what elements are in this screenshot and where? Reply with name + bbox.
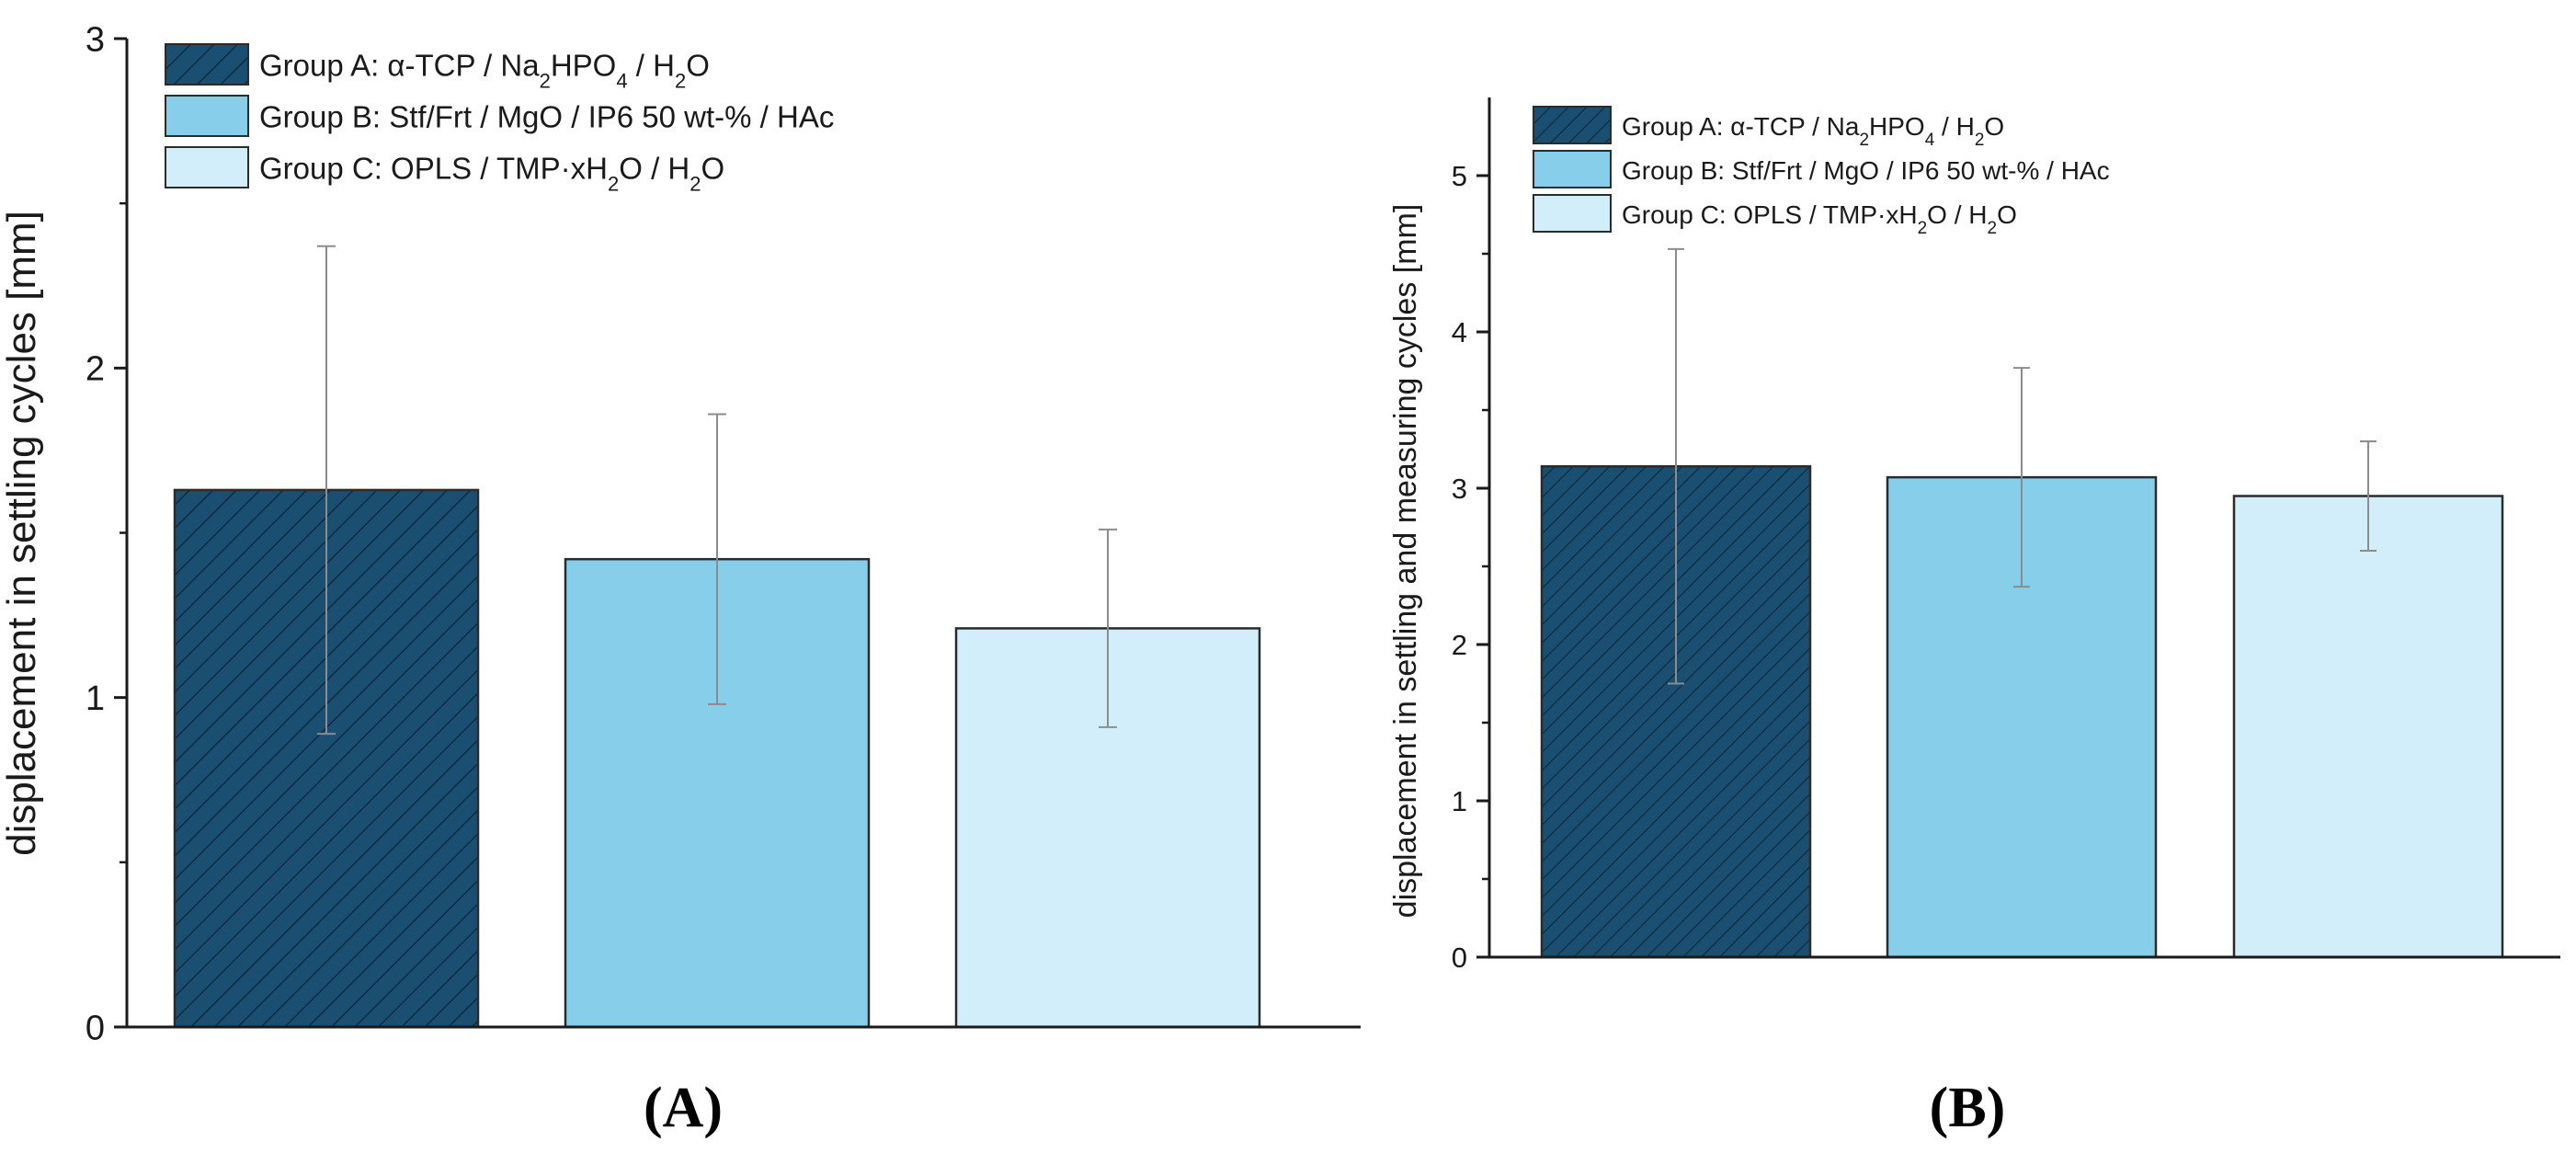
- y-tick-label: 0: [1452, 941, 1467, 974]
- legend-swatch: [165, 43, 249, 86]
- y-axis-label: displacement in settling and measuring c…: [1388, 204, 1423, 919]
- legend-text: Group C: OPLS / TMP·xH: [1622, 200, 1918, 229]
- legend-text: O: [1997, 200, 2017, 229]
- legend-swatch: [165, 146, 249, 188]
- legend-swatch: [1533, 106, 1612, 144]
- y-tick-label: 3: [1452, 473, 1467, 505]
- legend-text: Group C: OPLS / TMP·xH: [259, 151, 608, 185]
- legend-swatch: [1533, 194, 1612, 233]
- legend-text: HPO: [1869, 112, 1925, 141]
- legend-text: / H: [1934, 112, 1975, 141]
- error-bar-group-b: [708, 413, 726, 705]
- legend-swatch: [165, 95, 249, 137]
- legend-entry-group-c: Group C: OPLS / TMP·xH2O / H2O: [1533, 194, 2017, 238]
- y-tick-label: 1: [85, 679, 105, 718]
- legend-text: Group A: α-TCP / Na: [1622, 112, 1860, 141]
- legend-label: Group B: Stf/Frt / MgO / IP6 50 wt-% / H…: [259, 99, 834, 133]
- legend-text: O / H: [1927, 200, 1987, 229]
- error-bar-group-c: [2360, 440, 2377, 552]
- error-bar-group-c: [1099, 528, 1117, 728]
- legend-label: Group A: α-TCP / Na2HPO4 / H2O: [1622, 112, 2004, 150]
- y-tick-label: 3: [85, 20, 105, 59]
- legend-text: O: [701, 151, 725, 185]
- y-axis-label: displacement in settling cycles [mm]: [0, 211, 44, 856]
- legend-label: Group B: Stf/Frt / MgO / IP6 50 wt-% / H…: [1622, 156, 2110, 185]
- legend-text: HPO: [551, 48, 617, 82]
- legend-text: / H: [628, 48, 675, 82]
- legend-subscript: 2: [608, 172, 619, 195]
- legend-subscript: 2: [690, 172, 701, 195]
- legend-subscript: 4: [616, 69, 627, 92]
- legend-text: Group B: Stf/Frt / MgO / IP6 50 wt-% / H…: [259, 99, 834, 133]
- y-tick-label: 1: [1452, 785, 1467, 817]
- legend-text: O: [1984, 112, 2004, 141]
- panel-b: 0 1 2 3 4 5 displacement in settling and measu…: [1388, 97, 2560, 1139]
- legend-text: Group A: α-TCP / Na: [259, 48, 540, 82]
- legend-text: O / H: [619, 151, 690, 185]
- legend-entry-group-a: Group A: α-TCP / Na2HPO4 / H2O: [1533, 106, 2004, 150]
- error-bar-group-a: [317, 245, 336, 736]
- legend-entry-group-b: Group B: Stf/Frt / MgO / IP6 50 wt-% / H…: [165, 95, 834, 137]
- legend-subscript: 2: [675, 69, 686, 92]
- y-tick-label: 4: [1452, 316, 1467, 348]
- legend-subscript: 2: [1918, 219, 1928, 238]
- error-bar-group-b: [2013, 367, 2030, 588]
- legend-text: Group B: Stf/Frt / MgO / IP6 50 wt-% / H…: [1622, 156, 2110, 185]
- legend-entry-group-a: Group A: α-TCP / Na2HPO4 / H2O: [165, 43, 710, 92]
- legend-label: Group C: OPLS / TMP·xH2O / H2O: [259, 151, 724, 195]
- panel-label: (B): [1930, 1077, 2006, 1139]
- legend-subscript: 2: [1987, 219, 1997, 238]
- legend-label: Group A: α-TCP / Na2HPO4 / H2O: [259, 48, 710, 92]
- legend-subscript: 2: [1975, 131, 1985, 150]
- error-bar-group-a: [1668, 247, 1684, 685]
- legend-subscript: 2: [1859, 131, 1869, 150]
- legend-entry-group-c: Group C: OPLS / TMP·xH2O / H2O: [165, 146, 724, 195]
- y-tick-label: 0: [85, 1009, 105, 1047]
- y-tick-label: 5: [1452, 160, 1467, 192]
- legend-text: O: [686, 48, 710, 82]
- legend-label: Group C: OPLS / TMP·xH2O / H2O: [1622, 200, 2017, 238]
- y-tick-label: 2: [1452, 629, 1467, 661]
- legend-entry-group-b: Group B: Stf/Frt / MgO / IP6 50 wt-% / H…: [1533, 150, 2110, 188]
- panel-label: (A): [644, 1077, 723, 1139]
- panel-a: 0 1 2 3 displacement in settling cycles [mm]…: [0, 20, 1361, 1139]
- legend-subscript: 2: [540, 69, 551, 92]
- y-tick-label: 2: [85, 350, 105, 389]
- legend-subscript: 4: [1925, 131, 1935, 150]
- bar-group-c: [2232, 495, 2504, 959]
- legend-swatch: [1533, 150, 1612, 188]
